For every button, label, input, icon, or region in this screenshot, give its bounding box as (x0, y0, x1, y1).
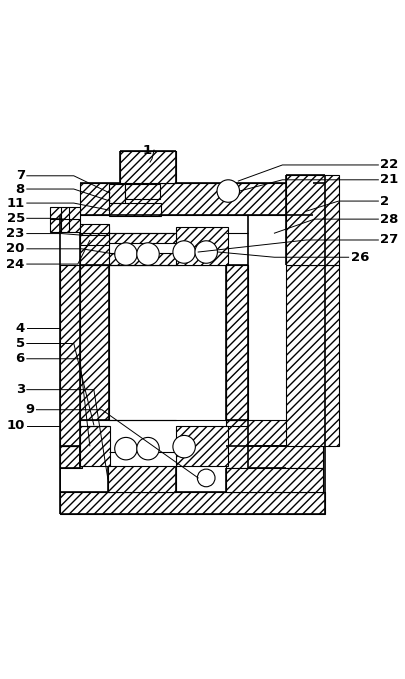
Circle shape (173, 241, 195, 263)
Bar (80, 235, 109, 245)
Text: 4: 4 (15, 322, 25, 335)
Text: 20: 20 (6, 242, 25, 255)
Circle shape (115, 243, 137, 265)
Text: 1: 1 (143, 143, 152, 157)
Text: 3: 3 (15, 383, 25, 396)
Text: 21: 21 (380, 173, 399, 186)
Bar (108, 466, 176, 492)
Bar (80, 227, 109, 265)
Bar (109, 265, 226, 420)
Bar (60, 492, 324, 514)
Text: 9: 9 (26, 403, 34, 416)
Bar (109, 233, 176, 243)
Bar (109, 253, 176, 265)
Circle shape (195, 241, 217, 263)
Bar (60, 446, 82, 468)
Text: 22: 22 (380, 158, 399, 172)
Text: 25: 25 (6, 212, 25, 225)
Text: 8: 8 (15, 183, 25, 196)
Bar (50, 207, 80, 232)
Bar (60, 265, 80, 446)
Bar (125, 184, 160, 199)
Text: 2: 2 (380, 195, 390, 208)
Bar (226, 265, 248, 420)
Circle shape (115, 437, 137, 460)
Bar (226, 420, 322, 468)
Bar (80, 224, 109, 235)
Text: 23: 23 (6, 227, 25, 240)
Text: 11: 11 (6, 197, 25, 210)
Text: 24: 24 (6, 257, 25, 270)
Text: 7: 7 (16, 169, 25, 182)
Text: 27: 27 (380, 234, 399, 246)
Bar (80, 426, 110, 466)
Circle shape (173, 435, 195, 458)
Bar (176, 227, 228, 265)
Circle shape (217, 180, 239, 202)
Bar (120, 151, 176, 183)
Circle shape (197, 469, 215, 487)
Bar (80, 265, 109, 420)
Circle shape (137, 437, 159, 460)
Circle shape (137, 243, 159, 265)
Text: 28: 28 (380, 213, 399, 225)
Bar (286, 175, 339, 265)
Text: 5: 5 (16, 337, 25, 350)
Bar (80, 183, 313, 215)
Text: 6: 6 (15, 352, 25, 365)
Text: 26: 26 (351, 251, 369, 263)
Text: 10: 10 (6, 419, 25, 433)
Bar (286, 265, 339, 446)
Bar (176, 426, 228, 466)
Bar (109, 184, 125, 203)
Bar (226, 468, 322, 492)
Bar (109, 203, 161, 216)
